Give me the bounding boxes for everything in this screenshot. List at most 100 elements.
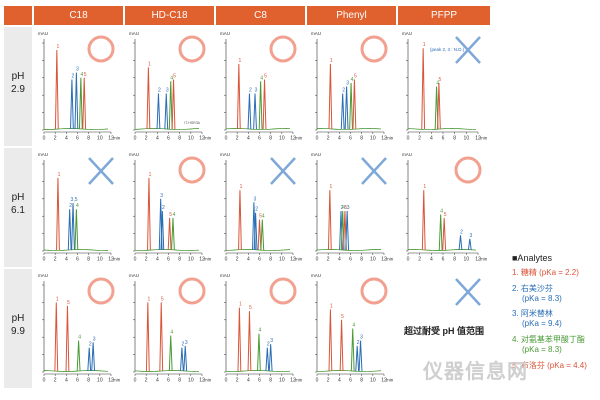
- x-tick-label: 6: [76, 136, 79, 142]
- peak-5: [339, 319, 344, 372]
- x-tick-label: 10: [188, 378, 194, 384]
- x-tick-label: 8: [360, 136, 363, 142]
- peak-label: 1: [239, 302, 242, 308]
- peak-1: [56, 177, 60, 251]
- x-tick-label: 6: [349, 378, 352, 384]
- peak-5: [257, 219, 262, 251]
- peak-label: 5: [169, 212, 172, 218]
- row-label-ph-2-9: pH 2.9: [4, 27, 32, 146]
- suitable-circle-icon: [87, 277, 115, 305]
- peak-1: [146, 67, 151, 130]
- x-tick-label: 4: [65, 136, 68, 142]
- peak-3: [467, 238, 472, 251]
- x-tick-label: 0: [316, 257, 319, 263]
- x-tick-label: 2: [327, 136, 330, 142]
- peak-2: [70, 79, 74, 130]
- peak-label: 1: [423, 184, 426, 190]
- row-label-ph: pH: [11, 192, 25, 203]
- peak-label: 4: [80, 72, 83, 78]
- y-axis-unit: mAU: [38, 31, 48, 36]
- baseline-trace: [225, 249, 291, 251]
- x-tick-label: 6: [167, 136, 170, 142]
- column-header-hd-c18: HD-C18: [125, 6, 214, 25]
- peak-3: [74, 72, 79, 130]
- peak-label: 2: [357, 340, 360, 346]
- legend-item-1: 1. 糖精 (pKa = 2.2): [512, 268, 579, 278]
- x-tick-label: 6: [442, 136, 445, 142]
- peak-label: 1: [149, 172, 152, 178]
- peak-4: [78, 77, 83, 130]
- chromatogram-panel: mAU 0 2 4 6 8 10 12 min 1 5 4 2 3: [125, 269, 214, 388]
- peak-label: 2: [162, 205, 165, 211]
- x-tick-label: 10: [188, 257, 194, 263]
- peak-label: 1: [58, 172, 61, 178]
- x-tick-label: 6: [349, 136, 352, 142]
- x-tick-label: 6: [258, 378, 261, 384]
- x-tick-label: 2: [236, 257, 239, 263]
- x-tick-label: 0: [225, 378, 228, 384]
- peak-1: [54, 302, 59, 372]
- x-tick-label: 0: [407, 136, 410, 142]
- x-tick-label: 4: [156, 136, 159, 142]
- peak-label: 2: [72, 74, 75, 80]
- y-axis-unit: mAU: [38, 273, 48, 278]
- x-tick-label: 6: [442, 257, 445, 263]
- peak-label: 4: [170, 75, 173, 81]
- row-label-value: 2.9: [11, 84, 25, 95]
- peak-2: [67, 209, 72, 251]
- unsuitable-cross-icon: [88, 157, 114, 185]
- x-tick-label: 10: [464, 257, 470, 263]
- x-tick-label: 6: [258, 136, 261, 142]
- suitable-circle-icon: [360, 277, 388, 305]
- y-axis-unit: mAU: [129, 31, 139, 36]
- x-tick-label: 0: [134, 257, 137, 263]
- x-tick-label: 4: [430, 257, 433, 263]
- legend-title: ■Analytes: [512, 253, 552, 263]
- chromatogram-panel: mAU 0 2 4 6 8 10 12 min 1 2 3 4 5: [307, 27, 396, 146]
- x-tick-label: 0: [134, 378, 137, 384]
- y-axis-unit: mAU: [129, 152, 139, 157]
- peak-3: [344, 86, 349, 130]
- peak-label: 2: [182, 342, 185, 348]
- x-axis-unit: min: [386, 378, 394, 383]
- peak-label: 5: [341, 314, 344, 320]
- peak-4: [260, 219, 265, 251]
- y-axis-unit: mAU: [311, 152, 321, 157]
- baseline-trace: [43, 370, 109, 372]
- peak-label: 4: [436, 81, 439, 87]
- x-tick-label: 0: [134, 136, 137, 142]
- x-axis-unit: min: [386, 257, 394, 262]
- peak-4: [168, 81, 173, 130]
- peak-label: 1: [148, 61, 151, 67]
- peak-label: 3: [347, 205, 350, 211]
- baseline-trace: [225, 128, 291, 130]
- column-header-c8: C8: [216, 6, 305, 25]
- unsuitable-cross-icon: [270, 157, 296, 185]
- peak-label: 4: [262, 214, 265, 220]
- peak-2: [355, 345, 360, 372]
- peak-4: [171, 217, 175, 251]
- chromatogram-panel: mAU 0 2 4 6 8 10 12 min 1 4 5 2 3: [398, 148, 490, 267]
- peak-2: [156, 93, 161, 130]
- legend-item-line: 1. 糖精 (pKa = 2.2): [512, 268, 579, 277]
- peak-label: 1: [238, 58, 241, 64]
- y-axis-unit: mAU: [220, 273, 230, 278]
- not-applicable-text: 超过耐受 pH 值范围: [404, 326, 484, 336]
- x-tick-label: 4: [338, 378, 341, 384]
- x-tick-label: 10: [97, 378, 103, 384]
- x-axis-unit: min: [113, 257, 121, 262]
- peak-4: [258, 81, 263, 130]
- chromatogram-panel: mAU 0 2 4 6 8 10 12 min 1 5 4 2 3: [216, 269, 305, 388]
- chromatogram-panel: mAU 0 2 4 6 8 10 12 min 1 2 4 5 3: [307, 148, 396, 267]
- peak-1: [54, 49, 59, 130]
- peak-label: 1: [330, 58, 333, 64]
- peak-label: 1: [56, 44, 59, 50]
- legend-item-line2: (pKa = 8.3): [522, 345, 562, 354]
- peak-1: [421, 48, 426, 130]
- peak-1: [328, 309, 333, 372]
- x-tick-label: 8: [178, 257, 181, 263]
- baseline-trace: [407, 127, 477, 131]
- y-axis-unit: mAU: [38, 152, 48, 157]
- x-axis-unit: min: [204, 136, 212, 141]
- peak-4: [76, 340, 81, 372]
